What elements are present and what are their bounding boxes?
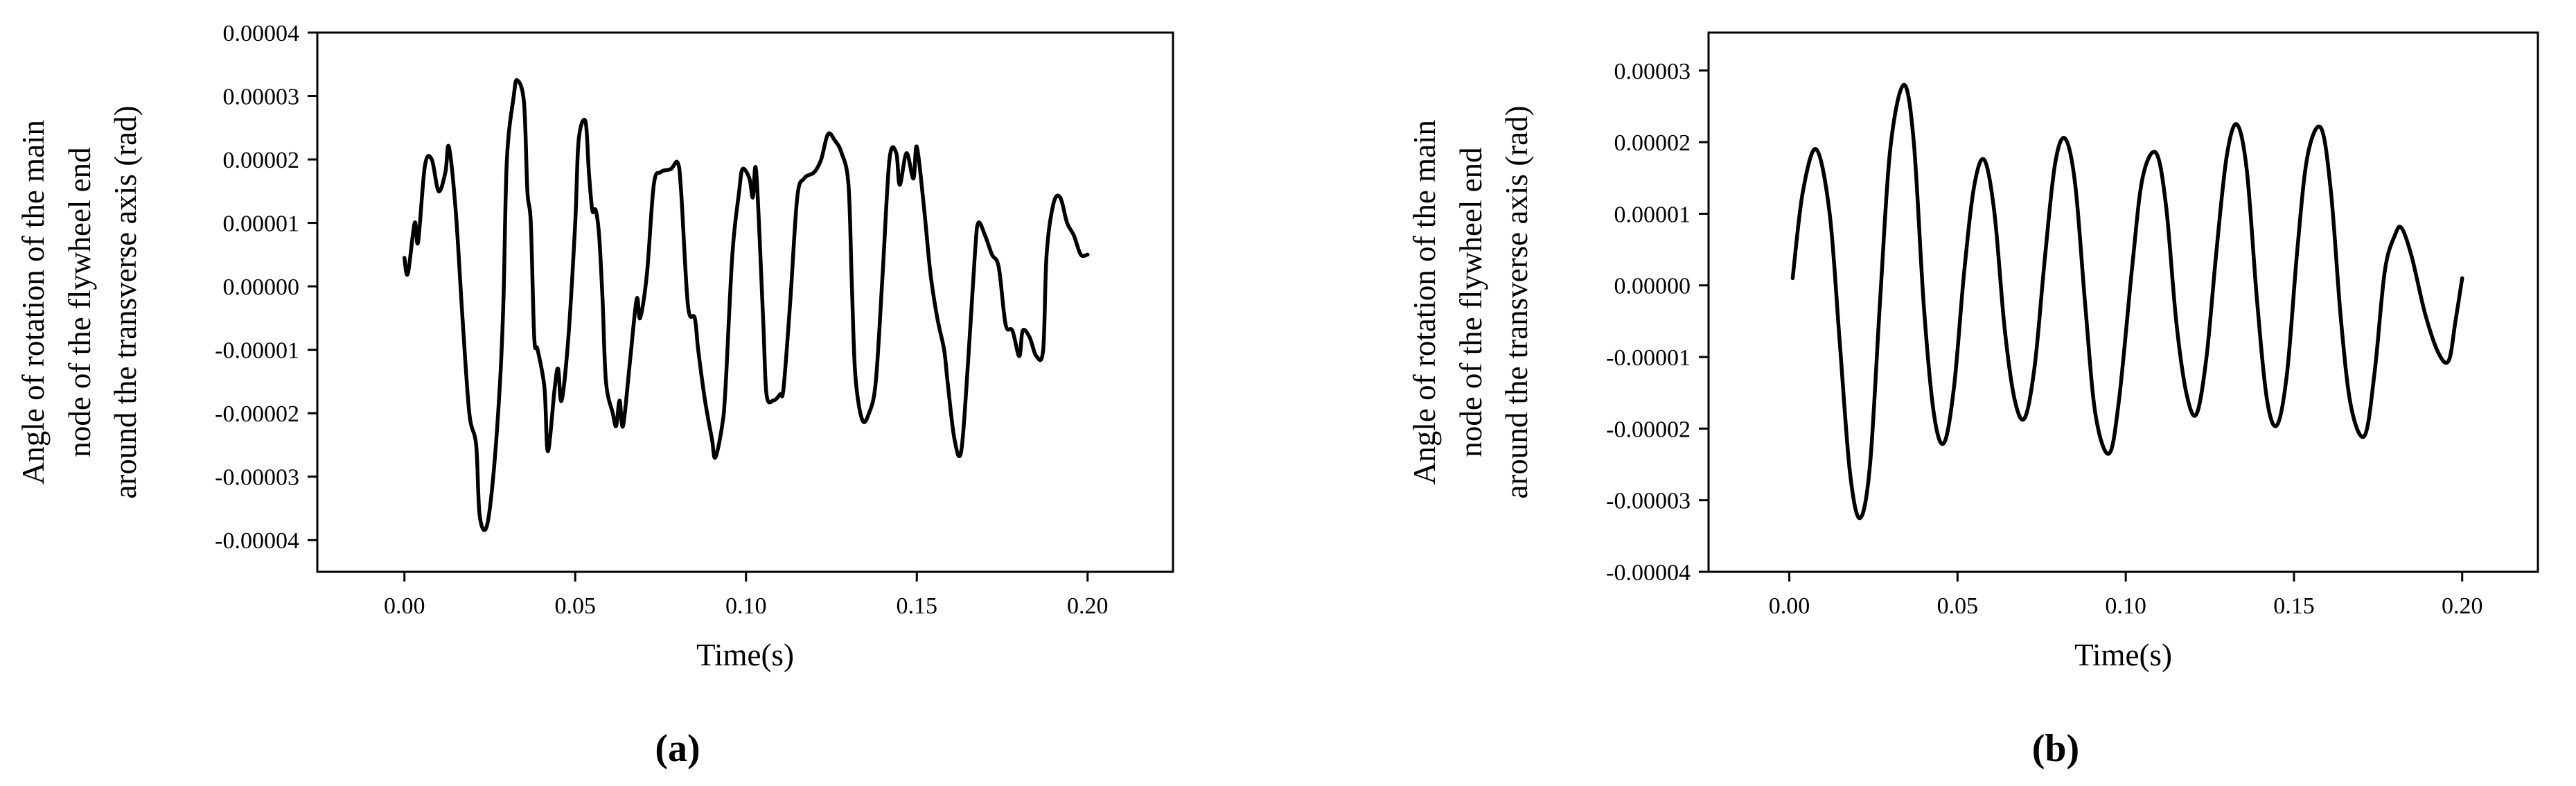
- panel-caption: (a): [655, 727, 700, 770]
- y-tick-label: -0.00001: [215, 338, 299, 364]
- y-axis-label: Angle of rotation of the main: [16, 120, 51, 484]
- y-axis-label: node of the flywheel end: [62, 147, 97, 457]
- y-tick-label: -0.00003: [215, 465, 299, 491]
- y-tick-label: -0.00004: [215, 528, 299, 554]
- x-tick-label: 0.00: [384, 593, 425, 619]
- y-tick-label: 0.00001: [223, 211, 300, 237]
- plot-frame: [1707, 31, 2539, 573]
- y-tick-label: 0.00003: [223, 85, 300, 110]
- y-tick-label: 0.00002: [1614, 130, 1691, 156]
- data-line: [1790, 82, 2464, 521]
- x-tick-label: 0.05: [554, 593, 596, 619]
- y-tick-label: 0.00004: [223, 21, 300, 46]
- x-axis-label: Time(s): [696, 638, 794, 672]
- y-tick-label: 0.00000: [1614, 274, 1691, 299]
- x-tick-label: 0.20: [1067, 593, 1109, 619]
- x-tick-label: 0.05: [1937, 593, 1979, 619]
- x-tick-label: 0.15: [896, 593, 937, 619]
- y-tick-label: -0.00004: [1606, 560, 1691, 586]
- y-axis-label: around the transverse axis (rad): [108, 105, 143, 498]
- x-tick-label: 0.10: [2105, 593, 2146, 619]
- x-tick-label: 0.00: [1769, 593, 1810, 619]
- y-tick-label: 0.00001: [1614, 202, 1691, 227]
- data-line: [402, 78, 1090, 532]
- y-tick-label: -0.00001: [1606, 345, 1691, 371]
- y-tick-label: -0.00003: [1606, 489, 1691, 514]
- x-axis-label: Time(s): [2074, 638, 2172, 672]
- x-tick-label: 0.10: [725, 593, 767, 619]
- panel-caption: (b): [2032, 727, 2079, 770]
- y-tick-label: 0.00003: [1614, 59, 1691, 85]
- y-axis-label: around the transverse axis (rad): [1499, 105, 1534, 498]
- y-tick-label: 0.00000: [223, 274, 300, 300]
- y-tick-label: 0.00002: [223, 148, 300, 173]
- x-tick-label: 0.15: [2273, 593, 2315, 619]
- y-tick-label: -0.00002: [215, 401, 299, 427]
- y-axis-label: Angle of rotation of the main: [1407, 120, 1442, 484]
- y-tick-label: -0.00002: [1606, 417, 1691, 442]
- x-tick-label: 0.20: [2442, 593, 2483, 619]
- y-axis-label: node of the flywheel end: [1454, 147, 1488, 457]
